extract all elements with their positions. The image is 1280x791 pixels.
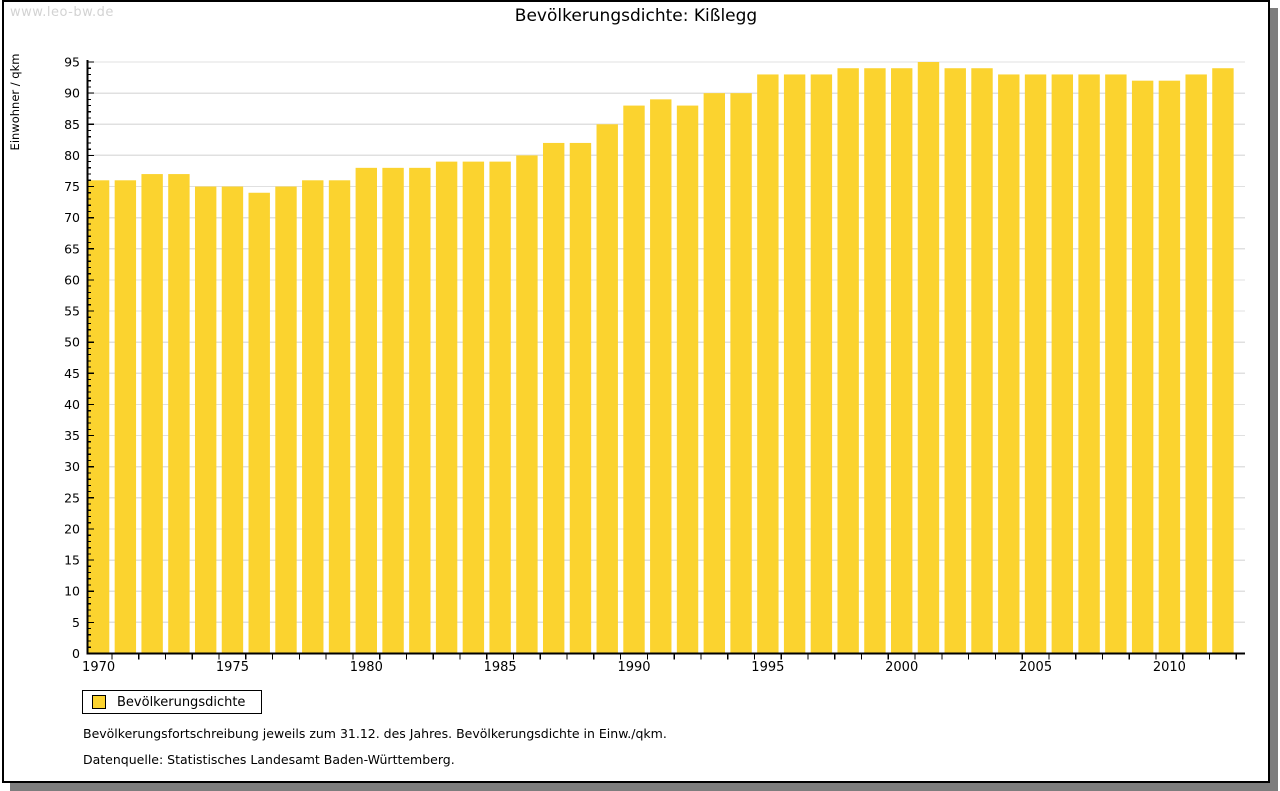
bar-1971 (114, 180, 137, 654)
y-tick-label-10: 10 (64, 584, 80, 599)
bar-1980 (355, 167, 377, 654)
bar-1992 (676, 105, 699, 654)
bar-1991 (650, 99, 672, 654)
bar-2012 (1212, 68, 1234, 654)
bar-2002 (944, 68, 966, 654)
x-tick-label-1970: 1970 (82, 660, 115, 675)
y-tick-label-25: 25 (64, 490, 80, 505)
x-tick-label-1995: 1995 (751, 660, 784, 675)
y-tick-label-50: 50 (64, 335, 80, 350)
bar-1999 (864, 68, 886, 654)
bar-1993 (703, 93, 726, 654)
bar-1981 (382, 167, 404, 654)
bar-1978 (302, 180, 324, 654)
bar-1974 (194, 186, 217, 654)
bar-1990 (623, 105, 645, 654)
bar-2005 (1024, 74, 1047, 654)
bar-1977 (275, 186, 297, 654)
bar-2001 (917, 62, 940, 654)
watermark: www.leo-bw.de (10, 5, 114, 20)
bar-1972 (141, 174, 163, 654)
bar-2003 (971, 68, 993, 654)
bar-1988 (569, 142, 592, 654)
y-tick-label-60: 60 (64, 272, 80, 287)
y-tick-label-75: 75 (64, 179, 80, 194)
bar-2011 (1185, 74, 1207, 654)
bar-2007 (1078, 74, 1100, 654)
legend-label: Bevölkerungsdichte (117, 694, 246, 710)
bar-2000 (891, 68, 913, 654)
x-tick-label-2010: 2010 (1153, 660, 1186, 675)
y-tick-label-0: 0 (72, 646, 80, 661)
bar-chart: 0 5 10 15 20 25 30 35 40 45 50 55 60 65 70 75 80 85 90 95 19… (8, 54, 1245, 675)
bar-1998 (837, 68, 859, 654)
x-tick-label-1990: 1990 (617, 660, 650, 675)
x-tick-label-2000: 2000 (885, 660, 918, 675)
bar-1970 (87, 180, 110, 654)
y-tick-label-20: 20 (64, 521, 80, 536)
y-tick-label-65: 65 (64, 241, 80, 256)
y-tick-label-80: 80 (64, 148, 80, 163)
bar-1997 (810, 74, 833, 654)
bar-1987 (542, 142, 565, 654)
y-axis-title: Einwohner / qkm (8, 54, 22, 151)
y-tick-label-95: 95 (64, 55, 80, 70)
bar-2010 (1158, 80, 1181, 654)
x-tick-label-2005: 2005 (1019, 660, 1052, 675)
y-tick-label-35: 35 (64, 428, 80, 443)
bar-1975 (221, 186, 244, 654)
bar-1984 (462, 161, 485, 654)
bar-1979 (328, 180, 351, 654)
bar-2004 (998, 74, 1020, 654)
y-tick-label-40: 40 (64, 397, 80, 412)
chart-title: Bevölkerungsdichte: Kißlegg (514, 6, 758, 26)
bar-2009 (1131, 80, 1154, 654)
legend: Bevölkerungsdichte (82, 690, 263, 714)
y-tick-label-90: 90 (64, 86, 80, 101)
legend-swatch (92, 695, 106, 709)
x-tick-label-1980: 1980 (350, 660, 383, 675)
footnote-data-source: Datenquelle: Statistisches Landesamt Bad… (83, 752, 455, 767)
bar-1983 (435, 161, 458, 654)
bar-1985 (489, 161, 511, 654)
x-tick-label-1985: 1985 (484, 660, 517, 675)
bar-1976 (248, 192, 270, 654)
bar-1986 (516, 155, 538, 654)
bar-1973 (168, 174, 190, 654)
bar-2006 (1051, 74, 1074, 654)
bar-1995 (757, 74, 779, 654)
bar-2008 (1105, 74, 1127, 654)
y-tick-label-85: 85 (64, 117, 80, 132)
y-tick-label-70: 70 (64, 210, 80, 225)
bar-1996 (783, 74, 806, 654)
x-tick-label-1975: 1975 (216, 660, 249, 675)
footnote-source-note: Bevölkerungsfortschreibung jeweils zum 3… (83, 726, 667, 741)
y-tick-label-15: 15 (64, 553, 80, 568)
y-tick-label-30: 30 (64, 459, 80, 474)
bar-1994 (730, 93, 752, 654)
bar-1982 (409, 167, 431, 654)
y-tick-label-45: 45 (64, 366, 80, 381)
bar-1989 (596, 124, 618, 654)
y-tick-label-5: 5 (72, 615, 80, 630)
y-tick-label-55: 55 (64, 304, 80, 319)
